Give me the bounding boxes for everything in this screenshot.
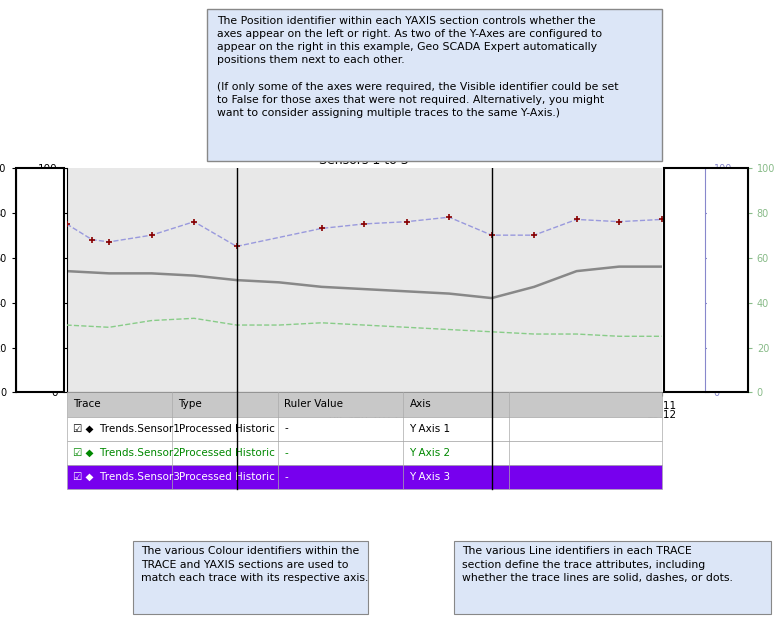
Text: ☑ ◆  Trends.Sensor3: ☑ ◆ Trends.Sensor3 [73,472,179,482]
Text: The various Line identifiers in each TRACE
section define the trace attributes, : The various Line identifiers in each TRA… [462,546,733,584]
Text: -: - [284,423,288,434]
Text: -: - [284,472,288,482]
Text: Axis: Axis [410,399,431,410]
Text: ☑ ◆  Trends.Sensor2: ☑ ◆ Trends.Sensor2 [73,448,179,458]
Text: Y Axis 3: Y Axis 3 [410,472,451,482]
Text: The Position identifier within each YAXIS section controls whether the
axes appe: The Position identifier within each YAXI… [217,16,619,118]
Text: Ruler Value: Ruler Value [284,399,343,410]
Text: Processed Historic: Processed Historic [179,472,274,482]
Text: Trace: Trace [73,399,100,410]
Text: Y Axis 1: Y Axis 1 [410,423,451,434]
Text: The various Colour identifiers within the
TRACE and YAXIS sections are used to
m: The various Colour identifiers within th… [141,546,368,584]
Title: Sensors 1 to 3: Sensors 1 to 3 [319,154,409,166]
Text: -: - [284,448,288,458]
X-axis label: 04 Sep 2012: 04 Sep 2012 [329,413,399,423]
Text: Y Axis 2: Y Axis 2 [410,448,451,458]
Text: ☑ ◆  Trends.Sensor1: ☑ ◆ Trends.Sensor1 [73,423,179,434]
Text: Processed Historic: Processed Historic [179,423,274,434]
Text: Type: Type [179,399,202,410]
Text: Processed Historic: Processed Historic [179,448,274,458]
Text: 15:12: 15:12 [647,410,677,420]
